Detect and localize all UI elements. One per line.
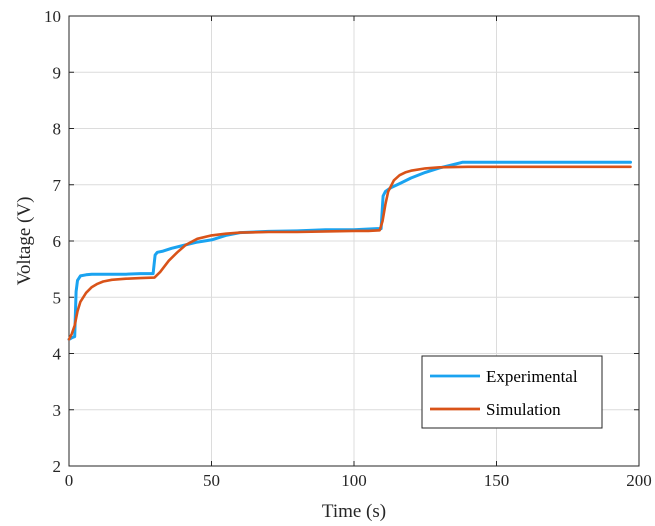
y-tick-label: 10 — [44, 7, 61, 26]
y-tick-label: 7 — [53, 176, 62, 195]
x-tick-label: 100 — [341, 471, 367, 490]
y-tick-label: 8 — [53, 120, 62, 139]
y-tick-label: 9 — [53, 63, 62, 82]
legend-label-simulation: Simulation — [486, 400, 561, 419]
axis-ticks: 0 50 100 150 200 2 3 4 5 6 7 8 9 10 — [44, 7, 652, 490]
y-tick-label: 5 — [53, 288, 62, 307]
x-tick-label: 0 — [65, 471, 74, 490]
x-tick-label: 150 — [484, 471, 510, 490]
x-tick-label: 50 — [203, 471, 220, 490]
y-axis-title: Voltage (V) — [14, 197, 35, 286]
legend-box — [421, 355, 603, 429]
legend-label-experimental: Experimental — [486, 367, 578, 386]
x-tick-label: 200 — [626, 471, 652, 490]
y-tick-label: 2 — [53, 457, 62, 476]
legend: Experimental Simulation — [421, 355, 603, 429]
series-layer — [67, 160, 632, 341]
series-line-experimental — [67, 160, 632, 341]
y-tick-label: 4 — [53, 345, 62, 364]
x-axis-title: Time (s) — [322, 501, 386, 522]
y-tick-label: 6 — [53, 232, 62, 251]
y-tick-label: 3 — [53, 401, 62, 420]
series-line-simulation — [67, 165, 632, 341]
